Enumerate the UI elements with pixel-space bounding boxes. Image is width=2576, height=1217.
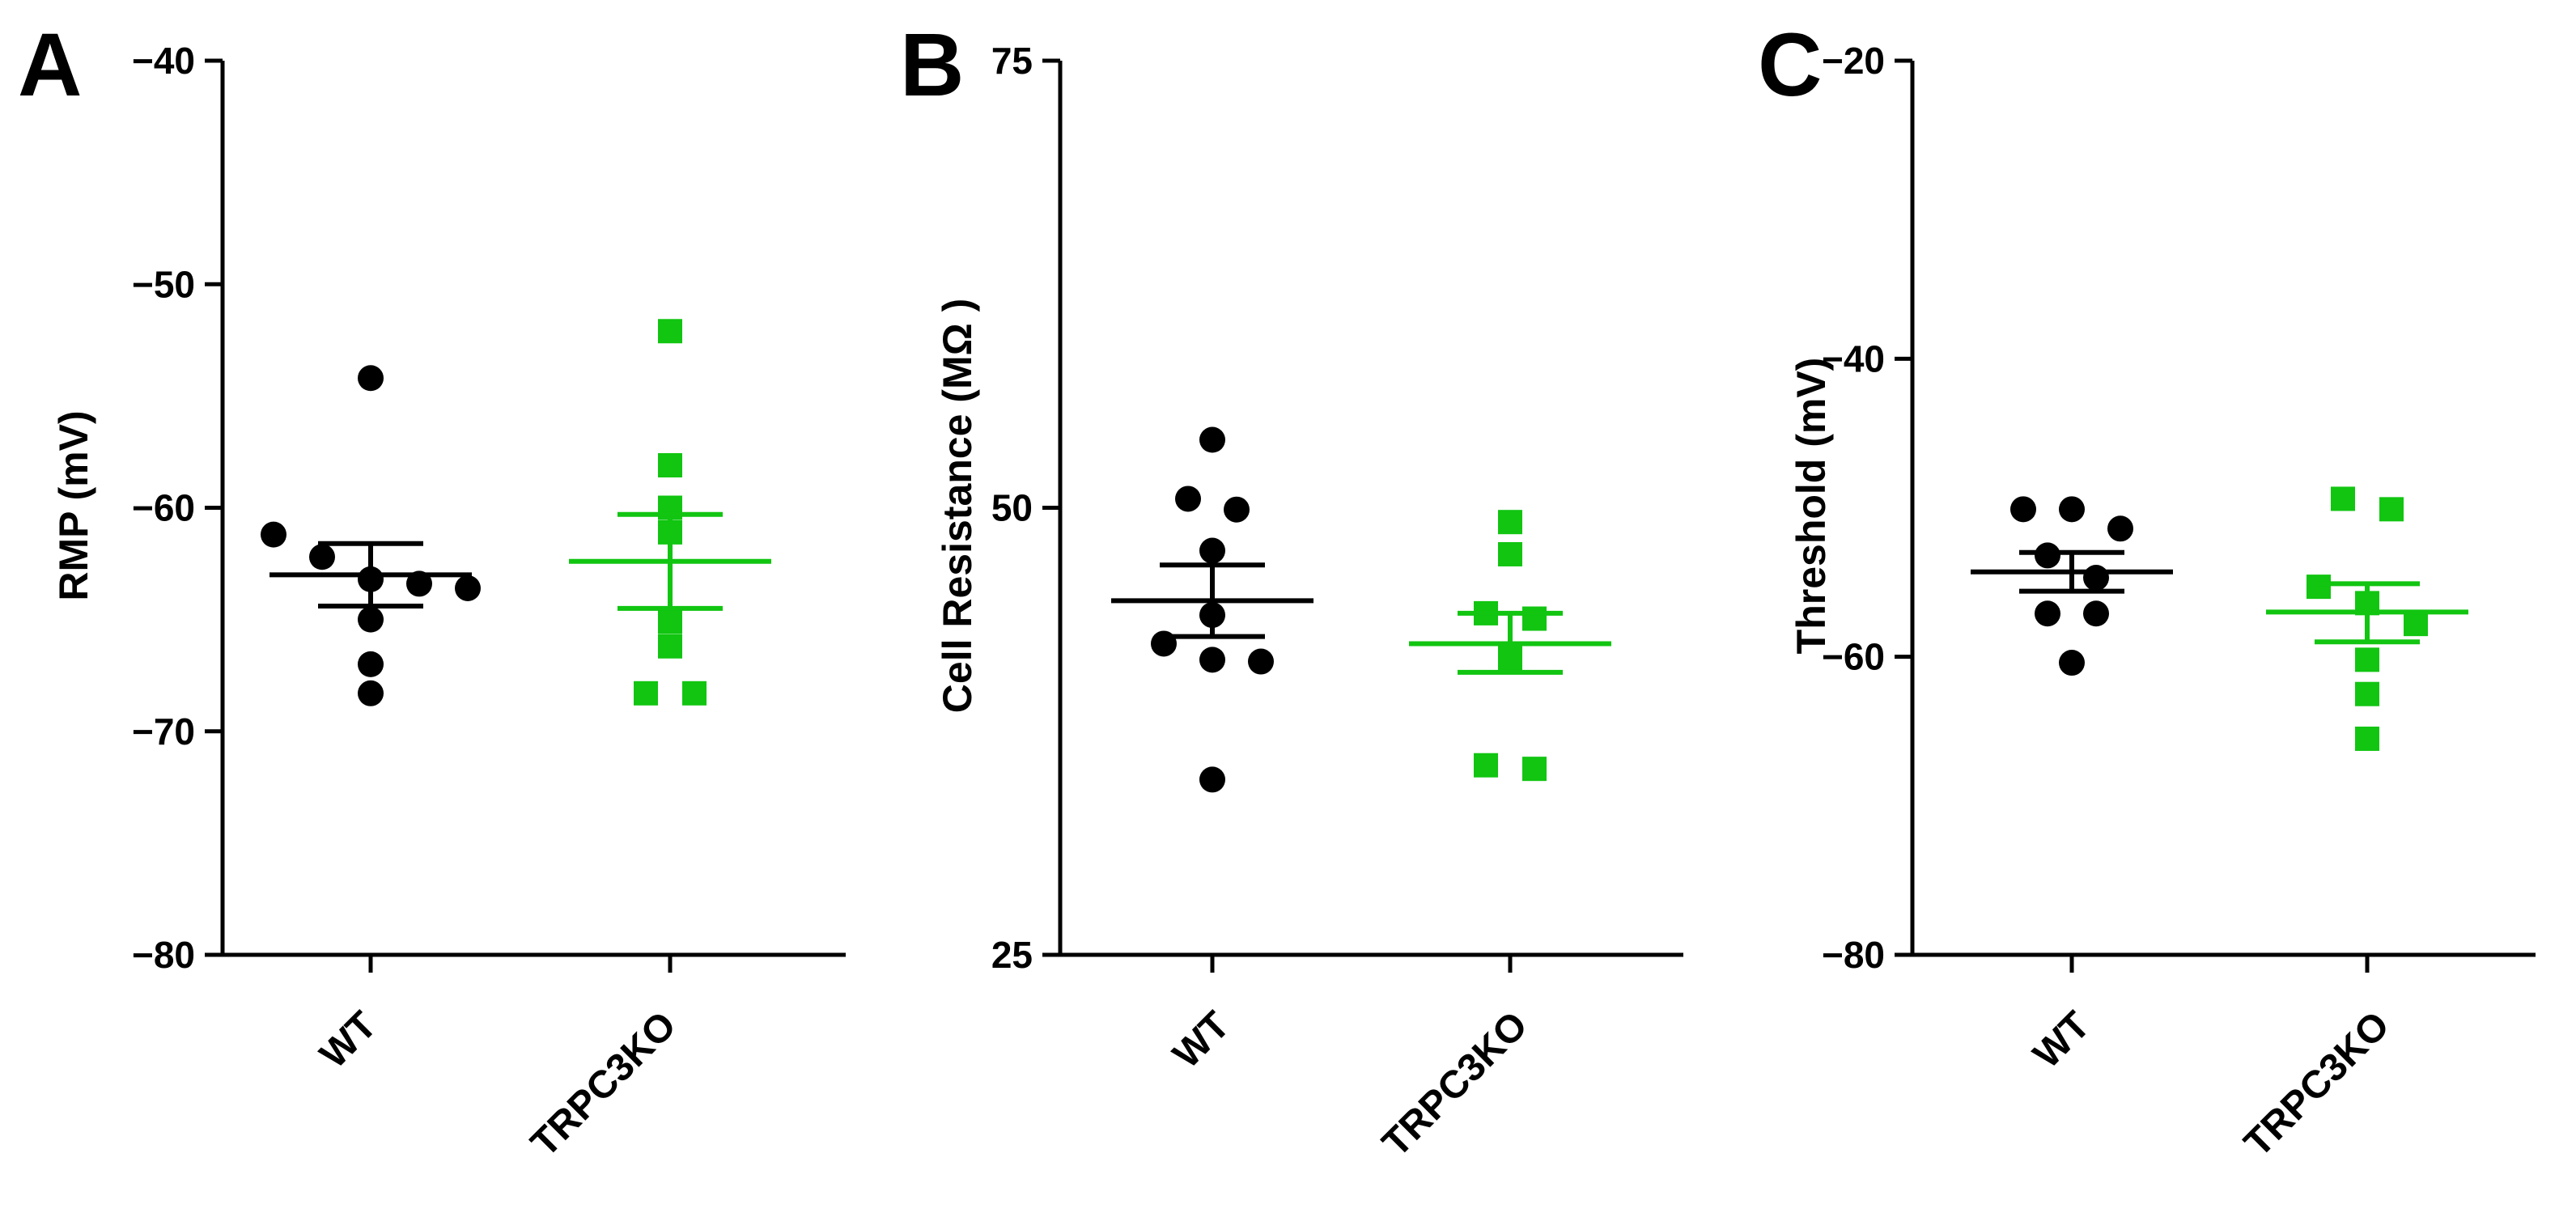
data-point-trpc3ko-a-7 [682, 681, 707, 706]
data-point-trpc3ko-c-7 [2355, 726, 2379, 751]
y-axis-title-c: Threshold (mV) [1789, 358, 1834, 655]
data-point-trpc3ko-a-0 [658, 319, 682, 344]
data-point-trpc3ko-a-5 [658, 634, 682, 659]
data-point-wt-b-1 [1175, 486, 1201, 512]
panel-letter-c: C [1758, 15, 1822, 115]
category-label-wt-b: WT [1165, 1003, 1238, 1076]
data-point-wt-b-2 [1224, 496, 1250, 523]
data-point-wt-b-3 [1199, 537, 1225, 564]
data-point-wt-c-7 [2059, 650, 2085, 676]
data-point-trpc3ko-c-1 [2379, 497, 2404, 522]
y-axis-title-b: Cell Resistance (MΩ ) [935, 299, 980, 713]
y-tick-label-a-0: −40 [132, 40, 195, 82]
category-label-wt-c: WT [2026, 1003, 2099, 1076]
y-tick-label-b-0: 25 [991, 934, 1033, 976]
data-point-wt-b-7 [1248, 648, 1274, 675]
data-point-wt-c-0 [2010, 496, 2036, 523]
data-point-trpc3ko-b-0 [1498, 510, 1522, 535]
data-point-wt-a-4 [406, 570, 432, 597]
data-point-trpc3ko-c-5 [2355, 647, 2379, 672]
y-tick-label-b-1: 50 [991, 487, 1033, 529]
data-point-wt-c-4 [2083, 565, 2109, 592]
data-point-wt-a-1 [261, 521, 286, 548]
y-tick-label-a-2: −60 [132, 487, 195, 529]
data-point-wt-a-5 [455, 575, 481, 601]
data-point-trpc3ko-b-1 [1498, 541, 1522, 566]
y-tick-label-a-1: −50 [132, 263, 195, 305]
y-tick-label-c-1: −40 [1822, 337, 1885, 380]
data-point-wt-c-2 [2107, 515, 2133, 542]
y-tick-label-c-2: −60 [1822, 636, 1885, 678]
data-point-wt-c-1 [2059, 496, 2085, 523]
data-point-wt-a-2 [309, 544, 335, 570]
data-point-trpc3ko-a-1 [658, 453, 682, 478]
data-point-wt-c-3 [2035, 542, 2060, 569]
data-point-wt-c-5 [2035, 600, 2060, 627]
category-label-trpc3ko-c: TRPC3KO [2236, 1003, 2398, 1165]
panel-b: B Cell Resistance (MΩ ) WT TRPC3KO 25 50 7… [900, 15, 1683, 1165]
panel-c: C Threshold (mV) WT TRPC3KO −20 −40 −60 −80 [1758, 15, 2536, 1165]
data-point-wt-b-6 [1199, 647, 1225, 673]
data-point-wt-a-6 [358, 606, 384, 633]
data-point-trpc3ko-a-4 [658, 609, 682, 634]
category-label-trpc3ko-b: TRPC3KO [1374, 1003, 1536, 1165]
y-tick-label-c-0: −20 [1822, 40, 1885, 82]
data-point-wt-c-6 [2083, 600, 2109, 627]
data-point-wt-b-0 [1199, 426, 1225, 453]
y-tick-label-c-3: −80 [1822, 934, 1885, 976]
data-point-wt-b-8 [1199, 766, 1225, 793]
y-axis-title-a: RMP (mV) [51, 410, 96, 600]
data-point-trpc3ko-b-3 [1522, 606, 1547, 631]
y-tick-label-b-2: 75 [991, 40, 1033, 82]
category-label-trpc3ko-a: TRPC3KO [523, 1003, 685, 1165]
data-point-trpc3ko-c-2 [2307, 575, 2331, 600]
data-point-trpc3ko-c-4 [2404, 612, 2428, 637]
data-point-wt-a-7 [358, 651, 384, 677]
data-point-trpc3ko-b-6 [1522, 757, 1547, 782]
data-point-trpc3ko-c-6 [2355, 681, 2379, 706]
data-point-trpc3ko-a-6 [634, 681, 658, 706]
panel-a: A RMP (mV) WT TRPC3KO −40 −50 −60 −70 −80 [18, 15, 846, 1165]
data-point-trpc3ko-b-5 [1474, 753, 1498, 778]
panel-letter-b: B [900, 15, 964, 115]
data-point-wt-a-0 [358, 365, 384, 392]
y-tick-label-a-4: −80 [132, 934, 195, 976]
category-label-wt-a: WT [312, 1003, 385, 1076]
data-point-wt-a-8 [358, 680, 384, 706]
y-tick-label-a-3: −70 [132, 710, 195, 753]
panel-letter-a: A [18, 15, 82, 115]
data-point-trpc3ko-c-0 [2331, 486, 2355, 511]
